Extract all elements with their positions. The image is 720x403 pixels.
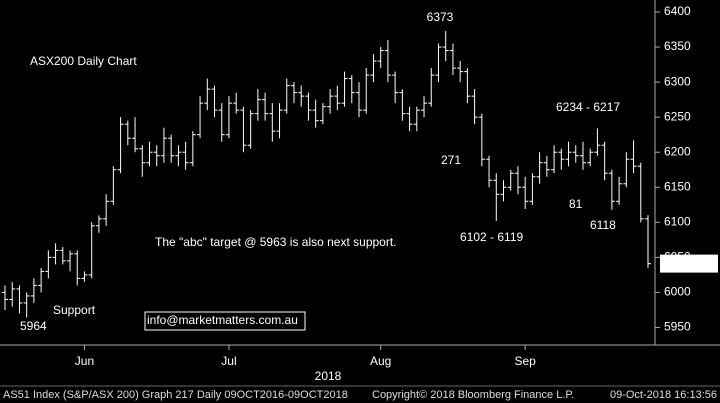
annotation: Support <box>53 303 96 317</box>
y-tick-label: 6150 <box>664 179 691 193</box>
annotation: 6373 <box>427 10 454 24</box>
x-tick-label: Jul <box>221 354 236 368</box>
annotation: 271 <box>441 153 461 167</box>
y-tick-label: 6000 <box>664 285 691 299</box>
annotation: 6234 - 6217 <box>556 100 620 114</box>
last-price-box <box>660 254 718 273</box>
x-tick-label: Jun <box>75 354 94 368</box>
y-tick-label: 5950 <box>664 320 691 334</box>
footer-text: 09-Oct-2018 16:13:56 <box>610 389 717 401</box>
y-tick-label: 6200 <box>664 144 691 158</box>
annotation: info@marketmatters.com.au <box>147 313 298 327</box>
y-tick-label: 6300 <box>664 74 691 88</box>
x-tick-label: Sep <box>515 354 537 368</box>
annotation: ASX200 Daily Chart <box>30 54 137 68</box>
last-price-label: 6041.100 <box>663 256 713 270</box>
y-tick-label: 6350 <box>664 39 691 53</box>
annotation: 81 <box>569 197 583 211</box>
annotation: The "abc" target @ 5963 is also next sup… <box>155 235 397 249</box>
footer-text: Copyright© 2018 Bloomberg Finance L.P. <box>372 389 574 401</box>
footer-text: AS51 Index (S&P/ASX 200) Graph 217 Daily… <box>3 389 348 401</box>
annotation: 5964 <box>20 319 47 333</box>
y-tick-label: 6250 <box>664 109 691 123</box>
annotation: 6118 <box>590 218 616 232</box>
y-tick-label: 6400 <box>664 4 691 18</box>
x-tick-label: Aug <box>370 354 391 368</box>
x-axis-label: 2018 <box>315 369 342 383</box>
email-box <box>144 311 306 331</box>
annotation: 6102 - 6119 <box>460 230 523 244</box>
y-tick-label: 6100 <box>664 214 691 228</box>
